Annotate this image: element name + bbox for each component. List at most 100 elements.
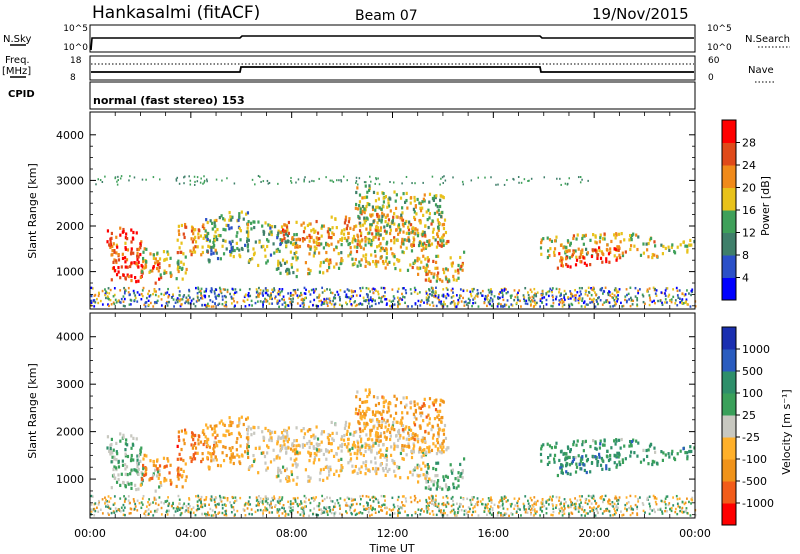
velocity-cell	[224, 445, 227, 450]
velocity-cell	[355, 407, 358, 411]
power-cell	[359, 287, 362, 290]
power-cell	[325, 297, 328, 301]
power-cell	[288, 297, 291, 300]
velocity-cell	[281, 465, 285, 469]
velocity-cell	[354, 498, 356, 501]
power-cell	[408, 222, 411, 226]
velocity-cell	[221, 503, 224, 507]
velocity-cell	[332, 508, 334, 511]
power-cell	[375, 212, 379, 217]
velocity-heatmap	[90, 388, 697, 517]
velocity-cell	[660, 450, 663, 454]
power-cell	[621, 251, 624, 255]
power-cell	[206, 220, 209, 225]
power-cell	[337, 252, 340, 256]
power-cell	[134, 294, 137, 297]
power-cell	[284, 240, 287, 244]
power-cell	[130, 240, 133, 244]
power-cell	[438, 243, 441, 247]
power-cell	[287, 240, 290, 244]
velocity-cell	[402, 396, 405, 400]
velocity-cell	[645, 448, 648, 453]
power-cell	[141, 294, 144, 298]
power-cell	[652, 286, 655, 289]
velocity-cell	[577, 506, 580, 509]
velocity-cell	[108, 500, 111, 503]
power-cell	[392, 215, 395, 219]
power-cell	[405, 231, 408, 235]
power-cell	[264, 297, 266, 301]
power-cell	[230, 297, 233, 300]
power-cell	[530, 298, 533, 302]
power-cell	[225, 247, 228, 251]
velocity-cell	[215, 441, 218, 445]
power-cell	[290, 179, 292, 182]
velocity-cell	[215, 496, 218, 500]
velocity-cell	[301, 506, 304, 509]
power-cell	[222, 217, 225, 221]
power-cell	[653, 253, 656, 257]
velocity-cell	[619, 446, 622, 450]
velocity-cell	[535, 501, 537, 504]
power-cell	[559, 301, 562, 304]
power-cell	[442, 300, 445, 304]
velocity-cell	[382, 503, 385, 506]
velocity-cell	[189, 456, 192, 460]
velocity-cell	[296, 496, 299, 500]
velocity-cell	[428, 405, 431, 409]
power-cell	[432, 291, 435, 294]
power-cell	[122, 295, 125, 298]
power-cell	[522, 294, 525, 297]
velocity-cell	[413, 437, 416, 441]
velocity-cell	[636, 513, 639, 517]
power-cell	[439, 237, 442, 241]
power-cell	[308, 290, 310, 293]
velocity-cell	[530, 499, 533, 502]
power-cell	[427, 240, 431, 245]
power-cell	[112, 301, 115, 304]
power-cell	[654, 301, 656, 305]
velocity-cell	[405, 403, 408, 407]
power-cell	[374, 302, 377, 306]
power-cell	[565, 246, 568, 250]
velocity-cell	[590, 502, 593, 505]
power-cell	[247, 220, 250, 224]
velocity-cell	[303, 512, 306, 515]
velocity-cell	[526, 499, 529, 503]
velocity-cell	[427, 466, 430, 470]
power-cell	[218, 286, 221, 290]
power-cell	[296, 244, 299, 248]
power-cell	[240, 246, 244, 251]
velocity-cell	[436, 415, 439, 419]
velocity-cell	[194, 513, 197, 517]
velocity-cell	[425, 470, 428, 474]
power-cell	[358, 243, 361, 248]
power-cell	[257, 263, 260, 268]
velocity-cell	[281, 445, 284, 449]
power-cell	[127, 291, 130, 294]
power-cell	[215, 218, 218, 223]
power-cell	[411, 305, 413, 308]
power-cell	[197, 236, 200, 240]
velocity-cell	[429, 487, 432, 491]
velocity-cell	[551, 503, 554, 506]
velocity-cell	[427, 508, 430, 511]
velocity-cell	[414, 432, 417, 437]
power-cell	[471, 290, 474, 293]
power-cell	[535, 301, 538, 305]
velocity-cell	[667, 503, 670, 507]
power-cell	[382, 286, 385, 290]
velocity-cell	[341, 466, 344, 470]
power-cell	[661, 252, 665, 256]
power-cell	[613, 233, 616, 237]
velocity-cell	[434, 474, 437, 478]
power-cell	[166, 250, 169, 254]
power-cell	[572, 236, 575, 241]
power-cell	[192, 246, 195, 250]
velocity-cell	[479, 500, 482, 503]
power-cell	[204, 229, 207, 233]
power-cell	[228, 240, 231, 244]
power-cell	[569, 265, 572, 269]
velocity-cell	[441, 502, 444, 506]
velocity-cell	[481, 503, 484, 506]
